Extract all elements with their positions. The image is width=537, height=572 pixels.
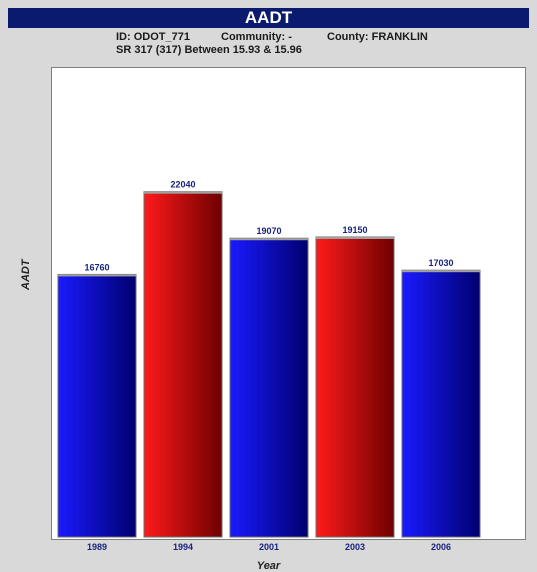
bar-1994 xyxy=(143,191,223,538)
data-label: 16760 xyxy=(84,262,109,272)
x-tick-label: 1989 xyxy=(87,542,107,552)
x-tick-label: 1994 xyxy=(173,542,193,552)
bar-top-edge xyxy=(316,236,394,239)
county-info: County: FRANKLIN xyxy=(327,31,428,43)
x-tick-label: 2001 xyxy=(259,542,279,552)
bar-top-edge xyxy=(58,274,136,277)
bar-2001 xyxy=(229,237,309,538)
route-segment-info: SR 317 (317) Between 15.93 & 15.96 xyxy=(116,44,302,56)
data-label: 19070 xyxy=(256,226,281,236)
y-axis-label: AADT xyxy=(20,259,32,290)
bar-2003 xyxy=(315,236,395,538)
data-label: 17030 xyxy=(428,258,453,268)
x-tick-label: 2003 xyxy=(345,542,365,552)
data-label: 22040 xyxy=(170,180,195,190)
bar-top-edge xyxy=(230,238,308,241)
x-tick-label: 2006 xyxy=(431,542,451,552)
data-label: 19150 xyxy=(342,225,367,235)
x-axis-label: Year xyxy=(256,560,281,572)
bar-2006 xyxy=(401,269,481,538)
record-id: ID: ODOT_771 xyxy=(116,31,190,43)
chart-title: AADT xyxy=(8,8,529,28)
bar-1989 xyxy=(57,273,137,538)
bar-top-edge xyxy=(402,270,480,273)
community-info: Community: - xyxy=(221,31,292,43)
bar-top-edge xyxy=(144,191,222,194)
